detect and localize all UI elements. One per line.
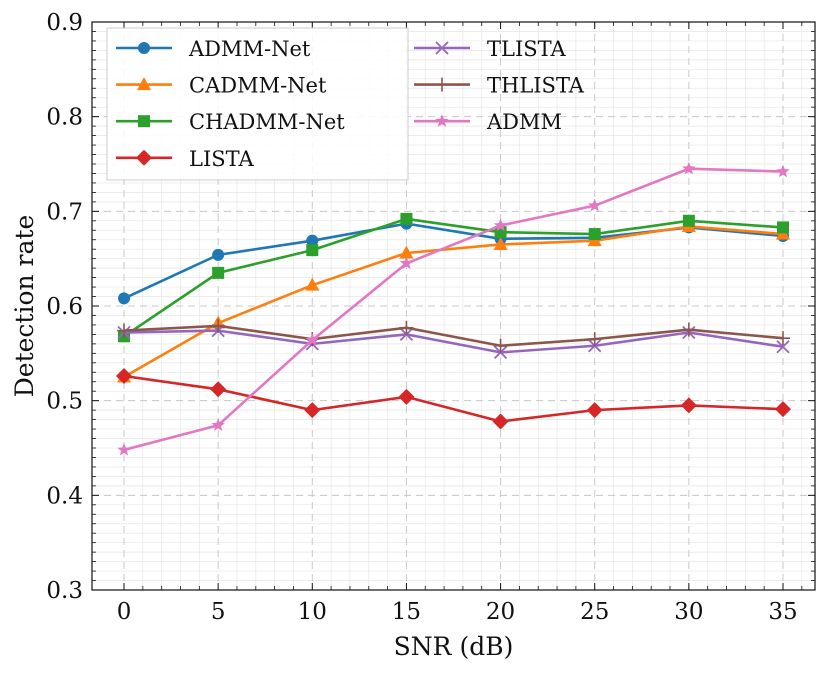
legend-label: LISTA (189, 147, 254, 171)
y-axis-label: Detection rate (10, 215, 39, 398)
legend-item-lista: LISTA (116, 147, 254, 171)
x-tick-label: 5 (211, 599, 226, 625)
point-thlista (117, 323, 132, 338)
point-chadmm-net (588, 228, 601, 241)
point-admm (117, 442, 131, 456)
legend-item-admm: ADMM (414, 110, 562, 134)
point-admm (588, 198, 602, 212)
legend-marker (138, 115, 150, 128)
y-tick-label: 0.7 (46, 199, 83, 225)
point-lista (680, 397, 697, 414)
line-chadmm-net (123, 217, 784, 338)
series-layer (116, 161, 791, 456)
point-thlista (211, 318, 226, 333)
x-tick-label: 35 (768, 599, 797, 625)
legend-marker (435, 114, 449, 127)
y-tick-labels: 0.3 0.4 0.5 0.6 0.7 0.8 0.9 (46, 10, 83, 604)
legend-box (106, 27, 409, 181)
legend-item-admm-net: ADMM-Net (116, 37, 311, 61)
point-lista (586, 402, 603, 419)
point-chadmm-net (400, 212, 413, 225)
point-admm-net (118, 292, 131, 305)
series-admm (117, 161, 790, 456)
y-tick-label: 0.9 (46, 10, 83, 36)
legend-marker (435, 41, 449, 55)
point-admm (211, 418, 225, 431)
x-tick-label: 10 (298, 599, 327, 625)
legend-marker (435, 77, 449, 92)
point-admm (682, 161, 696, 175)
point-admm (399, 256, 414, 270)
point-tlista (776, 340, 790, 354)
x-tick-label: 25 (580, 599, 609, 625)
axis-ticks (92, 21, 815, 591)
line-tlista (123, 329, 784, 354)
legend-item-cadmm-net: CADMM-Net (116, 74, 327, 98)
point-chadmm-net (682, 214, 695, 227)
y-tick-label: 0.3 (46, 578, 83, 604)
legend-marker (136, 149, 152, 166)
line-thlista (123, 324, 784, 348)
point-lista (398, 388, 415, 405)
series-chadmm-net (118, 212, 789, 343)
point-lista (492, 413, 509, 430)
legend-label: THLISTA (487, 74, 585, 98)
point-chadmm-net (776, 221, 789, 234)
legend-label: ADMM (486, 110, 562, 134)
x-tick-label: 30 (674, 599, 703, 625)
y-tick-label: 0.6 (46, 294, 83, 320)
point-cadmm-net (493, 236, 508, 250)
legend-marker (138, 42, 150, 54)
x-tick-label: 15 (392, 599, 421, 625)
point-admm (493, 218, 508, 232)
y-tick-label: 0.4 (46, 483, 83, 509)
point-chadmm-net (212, 266, 225, 279)
point-lista (210, 381, 227, 398)
x-tick-label: 0 (117, 599, 132, 625)
line-admm (123, 167, 784, 452)
line-cadmm-net (123, 225, 784, 379)
point-thlista (587, 332, 602, 347)
x-tick-label: 20 (486, 599, 515, 625)
point-cadmm-net (305, 277, 320, 291)
line-lista (123, 374, 784, 423)
legend-item-thlista: THLISTA (414, 74, 585, 98)
point-thlista (399, 320, 414, 335)
legend-label: TLISTA (487, 37, 566, 61)
point-lista (116, 368, 133, 385)
point-thlista (775, 331, 790, 346)
x-tick-labels: 0 5 10 15 20 25 30 35 (117, 599, 798, 625)
legend: ADMM-Net CADMM-Net CHADMM-Net LISTA TLISTA TH… (106, 27, 585, 181)
legend-marker (137, 77, 151, 91)
point-admm-net (306, 234, 319, 247)
point-chadmm-net (306, 244, 319, 257)
y-tick-label: 0.8 (46, 105, 83, 131)
point-thlista (681, 322, 696, 337)
legend-label: CHADMM-Net (189, 110, 345, 134)
legend-item-tlista: TLISTA (414, 37, 566, 61)
legend-label: ADMM-Net (188, 37, 311, 61)
series-lista (116, 368, 791, 430)
point-thlista (493, 338, 508, 353)
y-tick-label: 0.5 (46, 389, 83, 415)
point-cadmm-net (399, 245, 414, 259)
point-admm (776, 164, 790, 178)
point-admm-net (212, 248, 225, 261)
legend-item-chadmm-net: CHADMM-Net (116, 110, 345, 134)
point-lista (774, 401, 791, 418)
point-lista (304, 402, 321, 419)
point-admm (305, 333, 319, 346)
legend-label: CADMM-Net (189, 74, 327, 98)
x-axis-label: SNR (dB) (394, 632, 514, 661)
